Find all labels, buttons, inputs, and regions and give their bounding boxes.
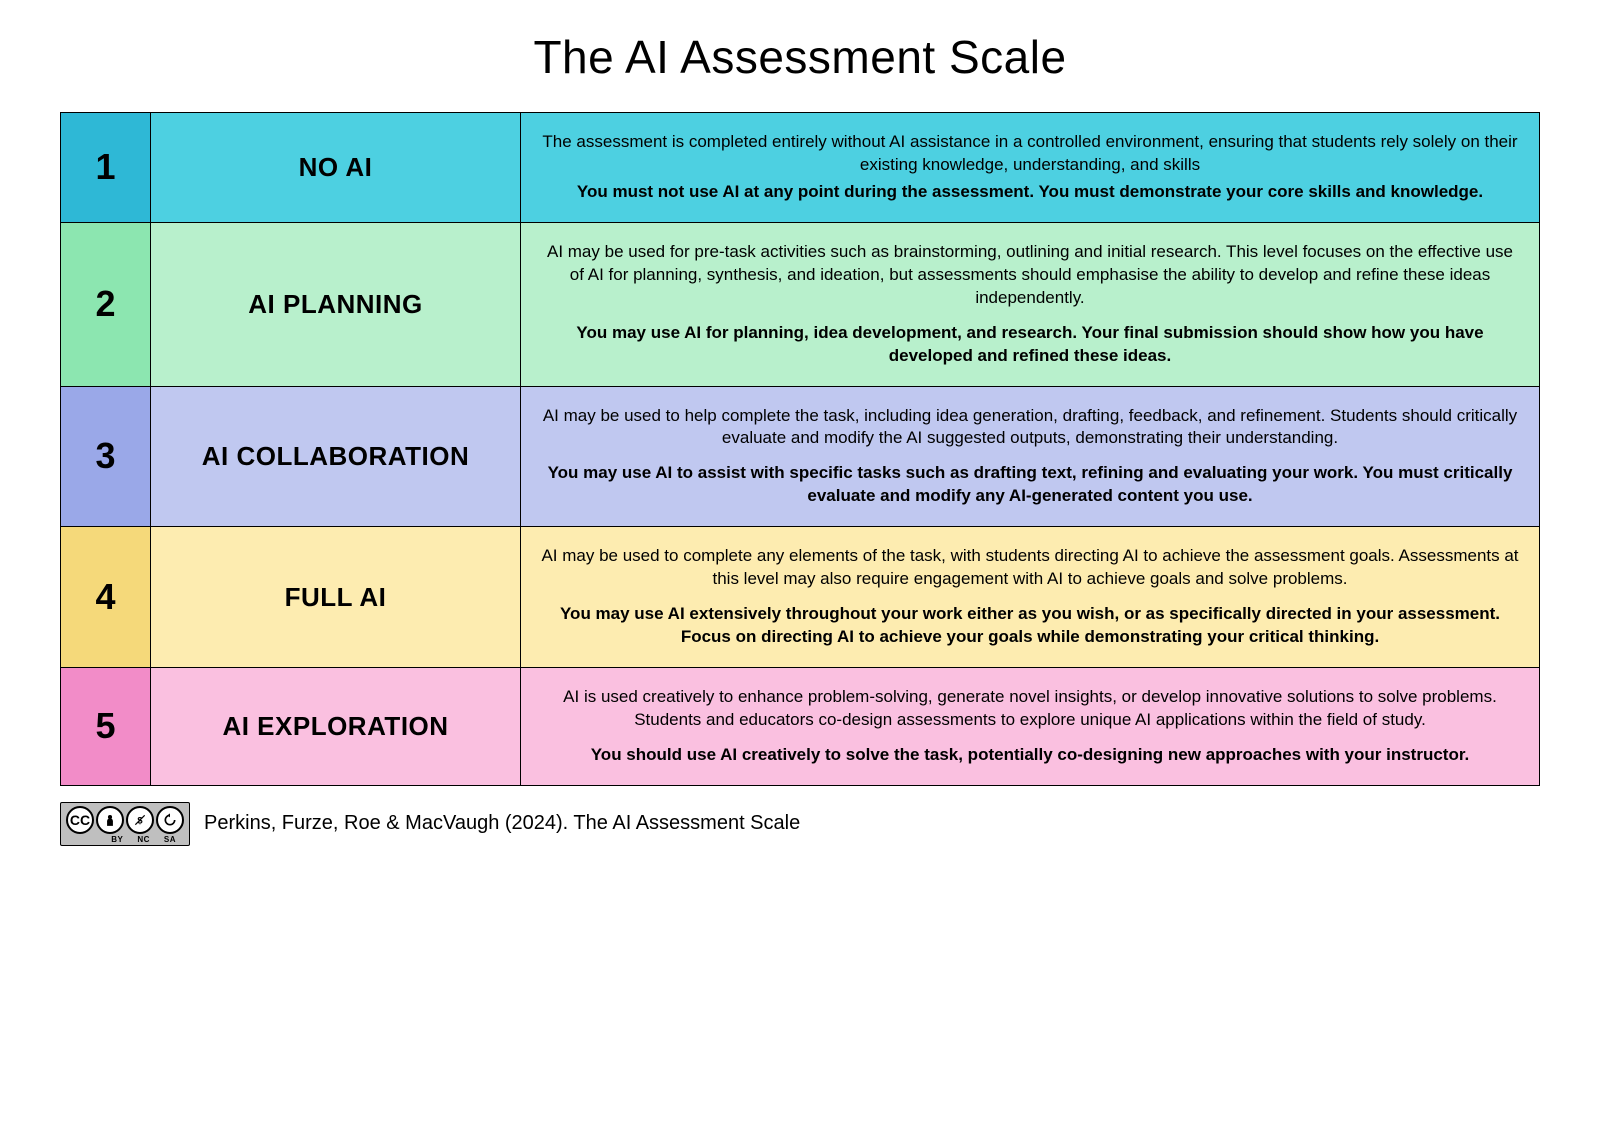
footer: CC $ BY NC SA Perkins, Furze, Roe & MacV… [60,802,1540,846]
nc-icon: $ [126,806,154,834]
attribution-text: Perkins, Furze, Roe & MacVaugh (2024). T… [204,812,800,835]
cc-icon: CC [66,806,94,834]
row-description: AI may be used to help complete the task… [521,386,1540,527]
row-label: AI EXPLORATION [151,668,521,786]
row-bold-text: You should use AI creatively to solve th… [541,744,1519,767]
table-row: 3AI COLLABORATION AI may be used to help … [61,386,1540,527]
row-label: FULL AI [151,527,521,668]
row-body-text: AI is used creatively to enhance problem… [563,687,1497,729]
cc-sub-nc: NC [137,835,150,844]
row-body-text: AI may be used to complete any elements … [541,546,1518,588]
cc-sub-by: BY [111,835,123,844]
row-bold-text: You may use AI extensively throughout yo… [541,603,1519,649]
row-label: AI COLLABORATION [151,386,521,527]
row-bold-text: You may use AI to assist with specific t… [541,462,1519,508]
table-row: 4FULL AI AI may be used to complete any e… [61,527,1540,668]
scale-table-body: 1NO AI The assessment is completed entire… [61,113,1540,786]
row-number: 5 [61,668,151,786]
row-number: 3 [61,386,151,527]
row-description: AI is used creatively to enhance problem… [521,668,1540,786]
row-description: AI may be used to complete any elements … [521,527,1540,668]
row-number: 1 [61,113,151,223]
row-label: AI PLANNING [151,222,521,386]
row-number: 2 [61,222,151,386]
row-label: NO AI [151,113,521,223]
by-icon [96,806,124,834]
table-row: 2AI PLANNING AI may be used for pre-task … [61,222,1540,386]
table-row: 1NO AI The assessment is completed entire… [61,113,1540,223]
cc-license-badge: CC $ BY NC SA [60,802,190,846]
cc-sub-sa: SA [164,835,176,844]
row-body-text: AI may be used for pre-task activities s… [547,242,1513,307]
page-title: The AI Assessment Scale [60,30,1540,84]
row-bold-text: You may use AI for planning, idea develo… [541,322,1519,368]
scale-table: 1NO AI The assessment is completed entire… [60,112,1540,786]
sa-icon [156,806,184,834]
row-description: AI may be used for pre-task activities s… [521,222,1540,386]
cc-sub-labels: BY NC SA [66,835,184,844]
row-body-text: The assessment is completed entirely wit… [542,132,1517,174]
row-description: The assessment is completed entirely wit… [521,113,1540,223]
row-bold-text: You must not use AI at any point during … [541,181,1519,204]
row-number: 4 [61,527,151,668]
row-body-text: AI may be used to help complete the task… [543,406,1517,448]
table-row: 5AI EXPLORATION AI is used creatively to … [61,668,1540,786]
